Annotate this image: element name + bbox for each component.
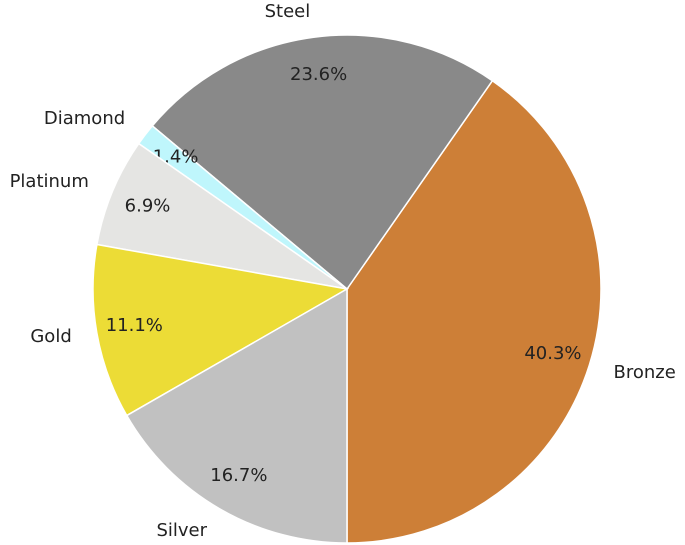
slice-label: Silver bbox=[156, 520, 207, 541]
pct-label: 23.6% bbox=[290, 64, 347, 85]
pie-slice bbox=[346, 79, 602, 544]
slice-label: Gold bbox=[30, 326, 71, 347]
slice-label: Bronze bbox=[614, 362, 676, 383]
pct-label: 6.9% bbox=[125, 195, 171, 216]
slice-label: Diamond bbox=[44, 108, 125, 129]
pie-slice bbox=[92, 243, 350, 417]
pie-slice bbox=[96, 142, 348, 290]
pie-slice bbox=[151, 34, 494, 291]
pct-label: 16.7% bbox=[210, 465, 267, 486]
pct-label: 11.1% bbox=[106, 315, 163, 336]
pie-slice bbox=[125, 287, 348, 544]
slice-label: Platinum bbox=[10, 171, 89, 192]
slice-label: Steel bbox=[265, 1, 311, 22]
pct-label: 40.3% bbox=[524, 343, 581, 364]
